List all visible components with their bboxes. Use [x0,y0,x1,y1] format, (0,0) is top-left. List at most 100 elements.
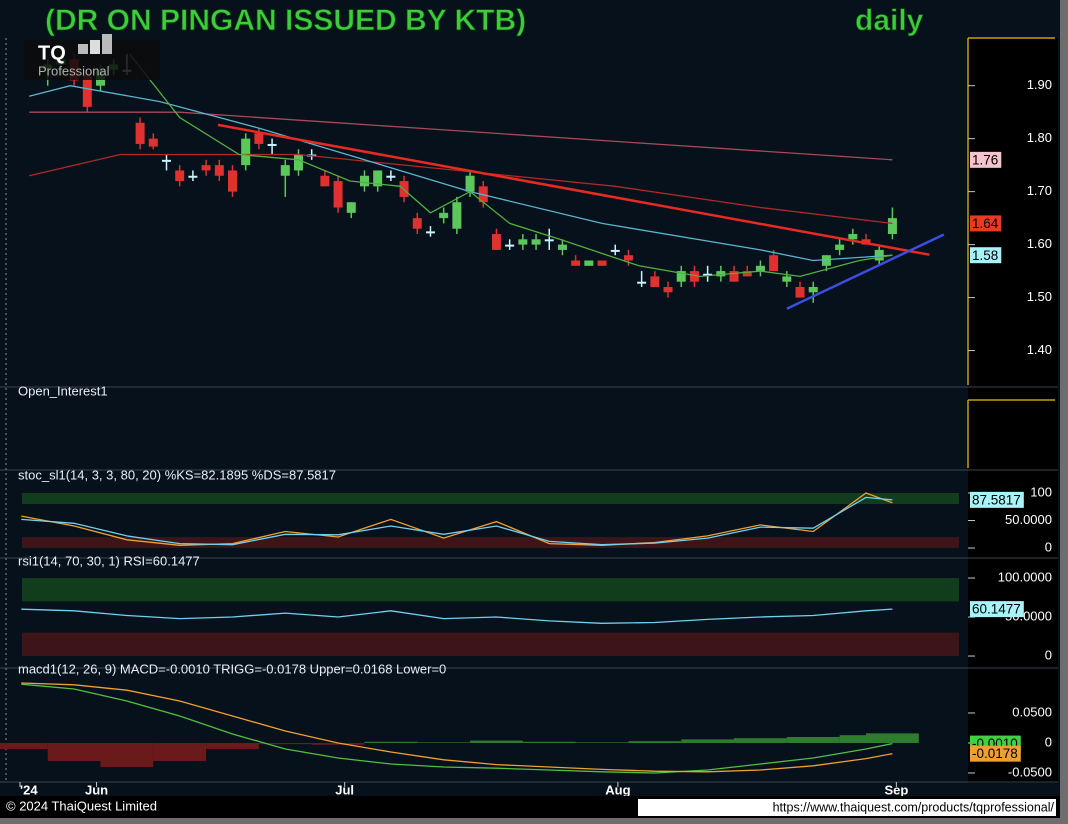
candle-body [148,138,158,147]
candle-body [214,165,224,176]
panel-title: rsi1(14, 70, 30, 1) RSI=60.1477 [18,553,200,568]
band [22,537,959,549]
candle-body [874,249,884,261]
last-value-label: 60.1477 [972,602,1021,617]
candle-body [135,122,145,144]
candle-body [333,181,343,208]
candle-body [359,175,369,187]
panel-title: stoc_sl1(14, 3, 3, 80, 20) %KS=82.1895 %… [18,467,336,482]
y-tick-label: 1.80 [1027,130,1052,145]
candle-body [82,75,92,107]
candle-body [518,239,528,245]
candle-body [531,239,541,245]
logo: TQ Professional [24,34,160,80]
chart-title: (DR ON PINGAN ISSUED BY KTB) [45,4,526,37]
candle-body [755,265,765,272]
candle-body [162,159,172,162]
last-value-label: 1.64 [972,216,999,231]
candle-body [769,255,779,272]
candle-body [835,244,845,250]
indicator-line [21,608,893,624]
last-value-label: 87.5817 [972,492,1021,507]
candle-body [782,276,792,282]
histogram-bar [417,742,471,743]
y-tick-label: 100 [1030,484,1052,499]
candle-body [584,260,594,266]
logo-subtext: Professional [38,63,110,78]
indicator-line [29,111,893,161]
band [22,632,959,657]
candle-body [280,165,290,176]
x-tick-label: '24 [20,782,38,797]
candle-body [267,143,277,146]
candle-body [439,212,449,219]
trendline [786,233,945,310]
indicator-line [128,53,893,278]
y-tick-label: 1.70 [1027,183,1052,198]
logo-icon [78,44,88,54]
histogram-bar [866,733,919,743]
candle-body [188,175,198,178]
histogram-bar [470,740,523,743]
y-tick-label: 50.0000 [1005,512,1052,527]
histogram-bar [311,742,365,745]
candle-body [293,154,303,171]
last-value-box [970,745,1021,762]
indicator-line [21,682,893,773]
x-tick-label: Jul [335,782,354,797]
candle-body [623,255,633,261]
candle-body [610,249,620,252]
histogram-bar [522,741,576,743]
candle-body [386,175,396,178]
y-tick-label: 1.40 [1027,342,1052,357]
candle-body [808,286,818,293]
panel-title: macd1(12, 26, 9) MACD=-0.0010 TRIGG=-0.0… [18,661,446,676]
candle-body [346,202,356,213]
candle-body [663,286,673,293]
indicator-line [29,85,893,262]
logo-text: TQ [38,42,66,64]
last-value-label: 1.76 [972,152,998,167]
candle-body [254,133,264,144]
histogram-bar [681,739,735,743]
candle-body [716,271,726,277]
candle-body [412,218,422,229]
histogram-bar [47,742,101,761]
marks: 1.40 1.50 1.60 1.70 1.80 1.90 '24 Jun Jul Aug Sep 1… [0,53,1052,797]
candle-body [491,234,501,250]
candle-body [425,231,435,234]
histogram-bar [0,742,48,749]
candle-body [650,276,660,287]
y-tick-label: 1.60 [1027,236,1052,251]
candle-body [597,260,607,266]
url-box [638,799,1056,816]
candle-body [505,244,515,247]
candle-body [848,234,858,240]
candle-body [544,239,554,242]
logo-icon [102,34,112,54]
trendline [217,123,930,256]
candle-body [452,202,462,229]
candle-body [175,170,185,182]
histogram-bar [364,741,418,743]
price-axis-area [968,38,1058,783]
candle-body [821,255,831,266]
last-value-label: -0.0178 [972,746,1018,761]
timeframe: daily [855,4,924,37]
y-tick-label: 100.0000 [998,569,1052,584]
candle-body [729,271,739,282]
candle-body [373,170,383,187]
candle-body [795,286,805,298]
indicator-line [21,496,893,546]
candle-body [689,271,699,282]
y-tick-label: 0 [1045,539,1052,554]
histogram-bar [628,741,682,743]
y-tick-label: 1.50 [1027,289,1052,304]
histogram-bar [153,742,207,761]
candle-body [241,138,251,166]
band [22,578,959,602]
panel-separators [0,386,1058,783]
